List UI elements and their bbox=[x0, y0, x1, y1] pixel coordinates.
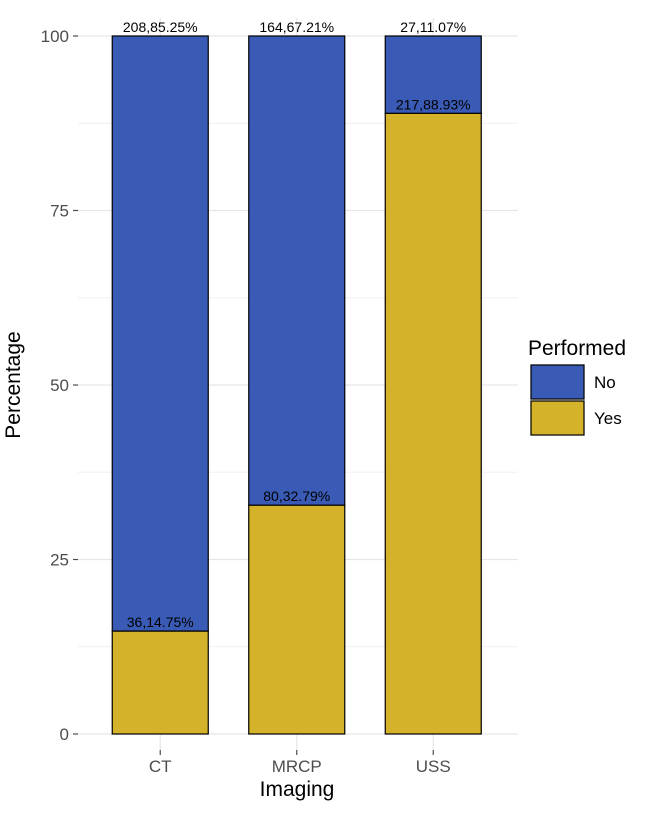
bar-no-mrcp bbox=[248, 35, 346, 506]
legend-swatch-no bbox=[530, 364, 585, 400]
x-tick-label: USS bbox=[416, 757, 451, 776]
y-tick-label: 25 bbox=[50, 551, 69, 570]
x-axis-title: Imaging bbox=[260, 778, 335, 801]
data-label: 217,88.93% bbox=[396, 96, 471, 112]
data-labels: 36,14.75% 208,85.25% 80,32.79% 164,67.21% 21… bbox=[123, 19, 471, 630]
data-label: 80,32.79% bbox=[263, 488, 330, 504]
y-tick-label: 75 bbox=[50, 202, 69, 221]
bar-yes-uss bbox=[384, 112, 482, 735]
bar-no-ct bbox=[111, 35, 209, 632]
legend: Performed No Yes bbox=[528, 337, 626, 436]
y-tick-label: 100 bbox=[41, 27, 69, 46]
data-label: 208,85.25% bbox=[123, 19, 198, 35]
y-axis: 0 25 50 75 100 bbox=[41, 27, 78, 744]
bar-yes-ct bbox=[111, 630, 209, 735]
x-tick-label: CT bbox=[149, 757, 172, 776]
legend-title: Performed bbox=[528, 337, 626, 360]
bars bbox=[111, 35, 482, 735]
legend-label-no: No bbox=[594, 373, 616, 392]
bar-yes-mrcp bbox=[248, 504, 346, 735]
y-tick-label: 0 bbox=[60, 725, 69, 744]
x-axis: CT MRCP USS bbox=[149, 750, 451, 776]
bar-no-uss bbox=[384, 35, 482, 114]
x-tick-label: MRCP bbox=[272, 757, 322, 776]
legend-label-yes: Yes bbox=[594, 409, 622, 428]
data-label: 27,11.07% bbox=[400, 19, 466, 35]
legend-swatch-yes bbox=[530, 400, 585, 436]
y-tick-label: 50 bbox=[50, 376, 69, 395]
data-label: 36,14.75% bbox=[127, 614, 194, 630]
data-label: 164,67.21% bbox=[259, 19, 334, 35]
y-axis-title: Percentage bbox=[2, 331, 25, 438]
